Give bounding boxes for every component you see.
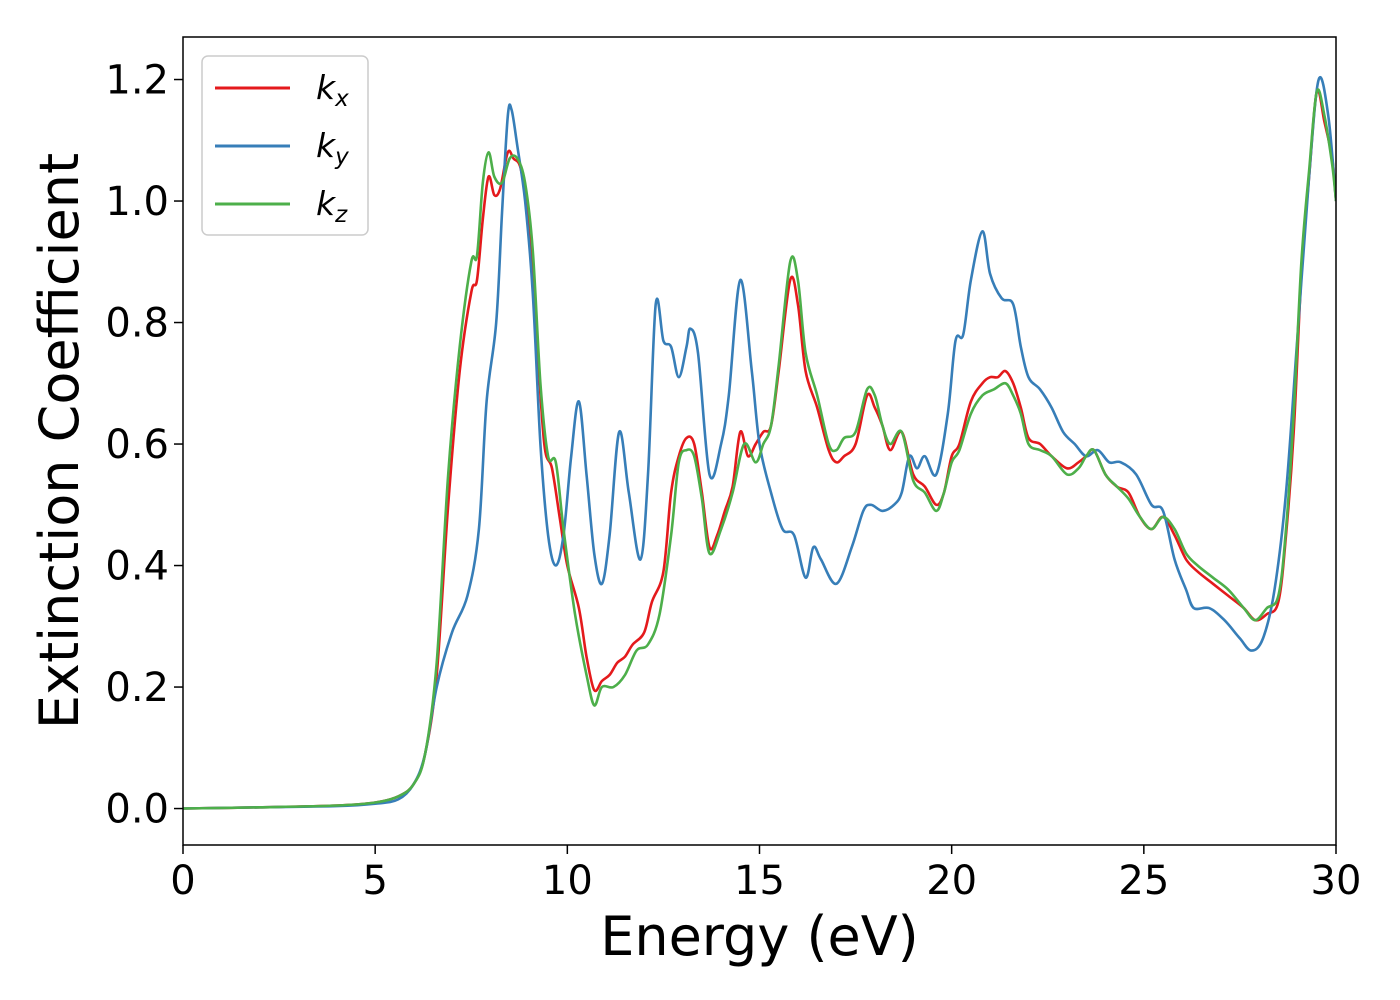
x-tick-label: 15 [734, 858, 785, 904]
x-axis: 0 5 10 15 20 25 30 [170, 845, 1361, 904]
y-axis-title: Extinction Coefficient [28, 153, 91, 729]
y-tick-label: 0.2 [105, 665, 169, 711]
legend-label-y: ky [316, 126, 349, 170]
x-tick-label: 0 [170, 858, 195, 904]
legend-label-z: kz [316, 184, 348, 228]
y-axis: 0.0 0.2 0.4 0.6 0.8 1.0 1.2 [105, 58, 183, 833]
series-line-z [183, 88, 1336, 810]
x-tick-label: 10 [542, 858, 593, 904]
y-tick-label: 0.8 [105, 301, 169, 347]
x-tick-label: 5 [362, 858, 387, 904]
x-tick-label: 25 [1118, 858, 1169, 904]
y-tick-label: 1.0 [105, 179, 169, 225]
y-tick-label: 0.4 [105, 544, 169, 590]
x-tick-label: 20 [926, 858, 977, 904]
series-line-y [183, 76, 1336, 810]
y-tick-label: 0.0 [105, 787, 169, 833]
y-tick-label: 1.2 [105, 58, 169, 104]
legend: kx ky kz [201, 55, 369, 236]
y-tick-label: 0.6 [105, 422, 169, 468]
legend-label-x: kx [316, 68, 349, 112]
x-tick-label: 30 [1311, 858, 1362, 904]
x-axis-title: Energy (eV) [600, 905, 919, 968]
series-layer [183, 76, 1336, 810]
